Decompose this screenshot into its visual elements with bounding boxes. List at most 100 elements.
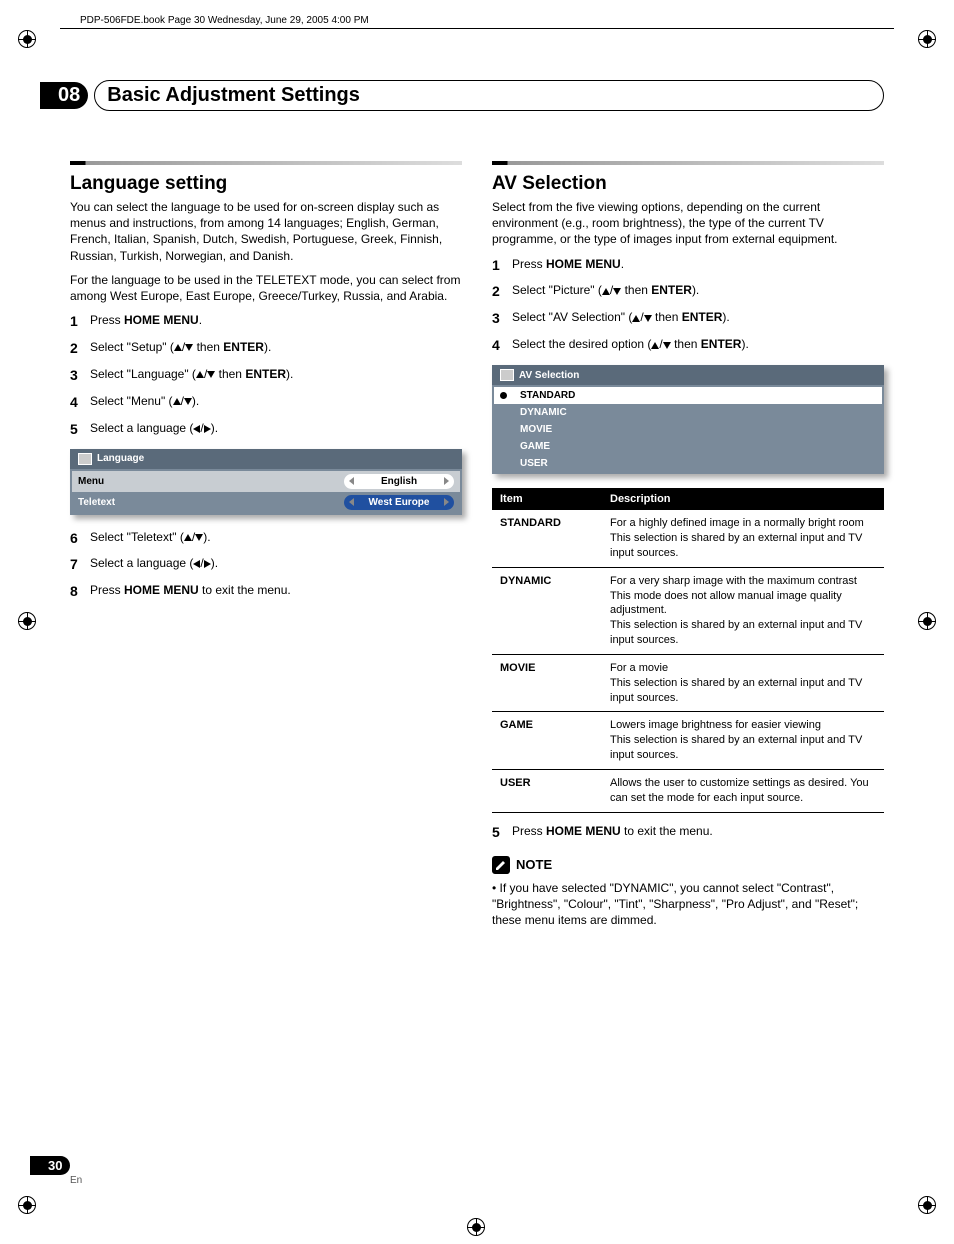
step-item: 3Select "Language" (/ then ENTER).: [70, 366, 462, 385]
crop-mark-icon: [918, 1196, 936, 1214]
page: PDP-506FDE.book Page 30 Wednesday, June …: [0, 0, 954, 1244]
table-row: USERAllows the user to customize setting…: [492, 769, 884, 812]
step-item: 3Select "AV Selection" (/ then ENTER).: [492, 309, 884, 328]
language-osd-icon: [78, 453, 92, 465]
step-number: 6: [70, 529, 90, 548]
right-column: AV Selection Select from the five viewin…: [492, 161, 884, 936]
osd-option-label: DYNAMIC: [520, 407, 567, 418]
step-item: 1Press HOME MENU.: [492, 256, 884, 275]
table-cell-item: USER: [492, 769, 602, 812]
crop-mark-icon: [467, 1218, 485, 1236]
osd-option: GAME: [494, 438, 882, 455]
osd-row-value: English: [344, 474, 454, 489]
av-osd: AV Selection STANDARD DYNAMIC MOVIE GAME USE…: [492, 365, 884, 474]
osd-option: MOVIE: [494, 421, 882, 438]
table-row: STANDARDFor a highly defined image in a …: [492, 510, 884, 567]
language-osd: Language Menu English Teletext West Europe: [70, 449, 462, 515]
step-number: 3: [492, 309, 512, 328]
osd-option: DYNAMIC: [494, 404, 882, 421]
crop-mark-icon: [18, 30, 36, 48]
table-cell-desc: Lowers image brightness for easier viewi…: [602, 712, 884, 770]
chapter-title: Basic Adjustment Settings: [107, 84, 360, 106]
page-footer: 30 En: [60, 1156, 82, 1186]
table-head-desc: Description: [602, 488, 884, 510]
osd-option-label: MOVIE: [520, 424, 552, 435]
step-text: Select "Picture" (/ then ENTER).: [512, 282, 699, 301]
osd-body: STANDARD DYNAMIC MOVIE GAME USER: [492, 385, 884, 474]
osd-option: USER: [494, 455, 882, 472]
bullet-icon: [500, 392, 507, 399]
step-text: Select "AV Selection" (/ then ENTER).: [512, 309, 730, 328]
table-cell-item: GAME: [492, 712, 602, 770]
table-cell-desc: For a movieThis selection is shared by a…: [602, 654, 884, 712]
table-cell-item: STANDARD: [492, 510, 602, 567]
section-rule: [492, 161, 884, 165]
av-heading: AV Selection: [492, 173, 884, 195]
step-item: 4Select the desired option (/ then ENTER…: [492, 336, 884, 355]
step-item: 8Press HOME MENU to exit the menu.: [70, 582, 462, 601]
osd-option-label: GAME: [520, 441, 550, 452]
section-rule: [70, 161, 462, 165]
left-column: Language setting You can select the lang…: [70, 161, 462, 936]
osd-title-bar: Language: [70, 449, 462, 469]
osd-row-label: Teletext: [78, 497, 336, 508]
osd-row-value: West Europe: [344, 495, 454, 510]
crop-mark-icon: [918, 612, 936, 630]
step-item: 2Select "Setup" (/ then ENTER).: [70, 339, 462, 358]
osd-option-label: USER: [520, 458, 548, 469]
step-number: 4: [492, 336, 512, 355]
osd-option: STANDARD: [494, 387, 882, 404]
language-intro-1: You can select the language to be used f…: [70, 199, 462, 264]
crop-mark-icon: [18, 1196, 36, 1214]
step-text: Select a language (/).: [90, 420, 218, 439]
step-number: 2: [492, 282, 512, 301]
step-text: Press HOME MENU.: [512, 256, 624, 275]
page-language: En: [70, 1175, 82, 1186]
table-cell-item: DYNAMIC: [492, 567, 602, 654]
note-header: NOTE: [492, 856, 884, 874]
note-body: • If you have selected "DYNAMIC", you ca…: [492, 880, 884, 929]
step-number: 3: [70, 366, 90, 385]
crop-mark-icon: [918, 30, 936, 48]
table-head-item: Item: [492, 488, 602, 510]
table-row: DYNAMICFor a very sharp image with the m…: [492, 567, 884, 654]
table-cell-desc: Allows the user to customize settings as…: [602, 769, 884, 812]
step-text: Press HOME MENU to exit the menu.: [512, 823, 713, 842]
step-item: 1Press HOME MENU.: [70, 312, 462, 331]
chapter-title-wrap: Basic Adjustment Settings: [94, 80, 884, 111]
av-description-table: Item Description STANDARDFor a highly de…: [492, 488, 884, 813]
step-number: 7: [70, 555, 90, 574]
crop-mark-icon: [18, 612, 36, 630]
osd-title-text: AV Selection: [519, 370, 579, 381]
top-rule: [60, 28, 894, 29]
av-osd-icon: [500, 369, 514, 381]
step-text: Select "Language" (/ then ENTER).: [90, 366, 293, 385]
table-row: MOVIEFor a movieThis selection is shared…: [492, 654, 884, 712]
av-step-5: 5 Press HOME MENU to exit the menu.: [492, 823, 884, 842]
step-text: Select "Setup" (/ then ENTER).: [90, 339, 271, 358]
step-text: Press HOME MENU.: [90, 312, 202, 331]
step-number: 4: [70, 393, 90, 412]
step-item: 5 Press HOME MENU to exit the menu.: [492, 823, 884, 842]
language-intro-2: For the language to be used in the TELET…: [70, 272, 462, 304]
language-heading: Language setting: [70, 173, 462, 195]
step-number: 5: [70, 420, 90, 439]
note-title: NOTE: [516, 857, 552, 872]
step-text: Select the desired option (/ then ENTER)…: [512, 336, 749, 355]
chapter-header: 08 Basic Adjustment Settings: [70, 80, 884, 111]
step-number: 1: [492, 256, 512, 275]
step-number: 2: [70, 339, 90, 358]
osd-row: Menu English: [72, 471, 460, 492]
osd-title-bar: AV Selection: [492, 365, 884, 385]
page-number: 30: [30, 1156, 70, 1175]
osd-title-text: Language: [97, 453, 144, 464]
step-text: Press HOME MENU to exit the menu.: [90, 582, 291, 601]
language-steps: 1Press HOME MENU. 2Select "Setup" (/ then…: [70, 312, 462, 438]
note-pencil-icon: [492, 856, 510, 874]
osd-row-label: Menu: [78, 476, 336, 487]
step-number: 8: [70, 582, 90, 601]
av-steps: 1Press HOME MENU.2Select "Picture" (/ th…: [492, 256, 884, 356]
book-header-line: PDP-506FDE.book Page 30 Wednesday, June …: [80, 15, 369, 26]
step-item: 2Select "Picture" (/ then ENTER).: [492, 282, 884, 301]
step-item: 4Select "Menu" (/).: [70, 393, 462, 412]
